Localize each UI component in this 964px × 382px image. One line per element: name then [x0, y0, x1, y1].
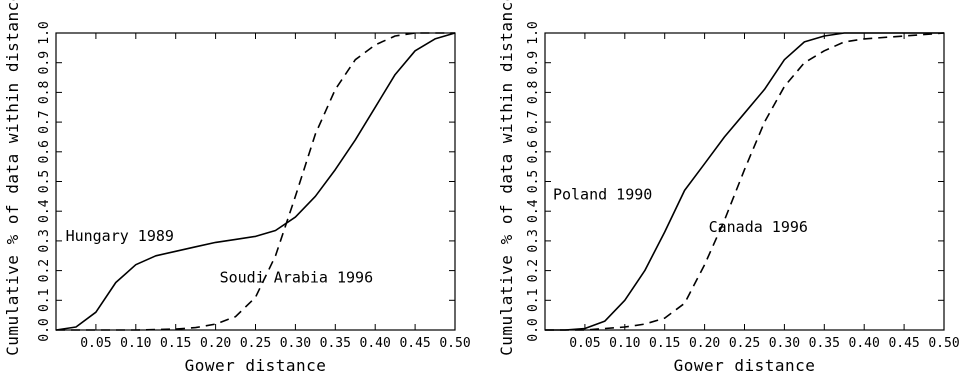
y-tick-label: 0.1: [37, 289, 52, 312]
y-tick-label: 1.0: [37, 21, 52, 44]
y-tick-label: 0.6: [37, 140, 52, 163]
x-tick-label: 0.35: [320, 336, 351, 351]
y-tick-label: 0.3: [37, 229, 52, 252]
plot-frame: [544, 32, 945, 331]
y-tick-label: 0.0: [526, 318, 541, 341]
x-axis-title: Gower distance: [674, 356, 816, 375]
x-tick-label: 0.45: [888, 336, 919, 351]
y-tick-label: 0.0: [37, 318, 52, 341]
x-tick-label: 0.10: [609, 336, 640, 351]
y-tick-label: 0.5: [37, 170, 52, 193]
y-tick-label: 0.5: [526, 170, 541, 193]
x-tick-label: 0.10: [120, 336, 151, 351]
y-tick-label: 0.1: [526, 289, 541, 312]
y-axis-title: Cumulative % of data within distance: [3, 0, 22, 356]
series-annotation: Soudi Arabia 1996: [220, 268, 374, 286]
x-tick-label: 0.05: [569, 336, 600, 351]
x-tick-label: 0.40: [360, 336, 391, 351]
y-tick-label: 0.2: [37, 259, 52, 282]
y-tick-label: 0.9: [37, 51, 52, 74]
y-tick-label: 0.4: [37, 199, 52, 223]
y-tick-label: 0.8: [526, 81, 541, 104]
y-tick-label: 0.9: [526, 51, 541, 74]
x-tick-label: 0.30: [769, 336, 800, 351]
y-tick-label: 0.2: [526, 259, 541, 282]
x-tick-label: 0.20: [689, 336, 720, 351]
series-line-soudi-arabia-1996: [56, 32, 455, 331]
series-line-poland-1990: [545, 32, 944, 331]
x-tick-label: 0.15: [160, 336, 191, 351]
y-tick-label: 0.4: [526, 199, 541, 223]
x-tick-label: 0.25: [729, 336, 760, 351]
x-tick-label: 0.40: [849, 336, 880, 351]
x-axis-title: Gower distance: [185, 356, 327, 375]
x-tick-label: 0.50: [439, 336, 470, 351]
x-tick-label: 0.50: [928, 336, 959, 351]
series-line-canada-1996: [545, 32, 945, 331]
x-tick-label: 0.05: [80, 336, 111, 351]
chart-panel-1: 0.0 0.1 0.2 0.3 0.4 0.5 0.6 0.7 0.8 0.9 1.0 0.05 0.1…: [3, 0, 471, 375]
series-annotation: Canada 1996: [709, 218, 808, 236]
y-tick-label: 0.3: [526, 229, 541, 252]
y-tick-label: 1.0: [526, 21, 541, 44]
chart-panel-2: 0.0 0.1 0.2 0.3 0.4 0.5 0.6 0.7 0.8 0.9 1.0 0.05 0.1…: [497, 0, 960, 375]
y-axis-title: Cumulative % of data within distance: [497, 0, 516, 356]
x-tick-label: 0.30: [280, 336, 311, 351]
x-tick-label: 0.35: [809, 336, 840, 351]
y-tick-label: 0.7: [526, 110, 541, 133]
y-tick-label: 0.6: [526, 140, 541, 163]
series-annotation: Hungary 1989: [66, 227, 174, 245]
y-tick-label: 0.7: [37, 110, 52, 133]
series-annotation: Poland 1990: [553, 185, 652, 203]
x-tick-label: 0.15: [649, 336, 680, 351]
y-tick-label: 0.8: [37, 81, 52, 104]
x-tick-label: 0.45: [399, 336, 430, 351]
series-line-hungary-1989: [55, 32, 456, 331]
x-tick-label: 0.20: [200, 336, 231, 351]
x-tick-label: 0.25: [240, 336, 271, 351]
